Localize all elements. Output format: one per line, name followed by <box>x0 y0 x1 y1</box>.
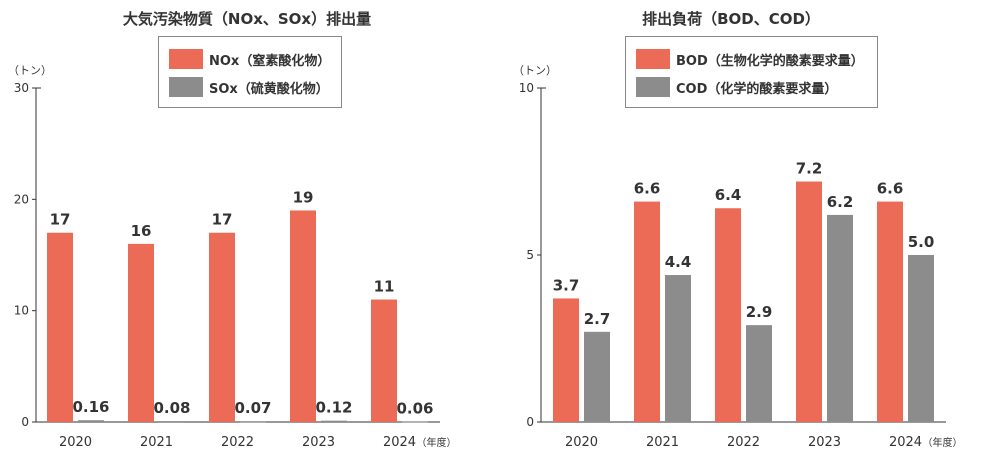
data-label: 7.2 <box>796 160 823 178</box>
legend-item-bod: BOD（生物化学的酸素要求量） <box>636 49 864 69</box>
x-tick-label: 2020 <box>565 435 598 450</box>
y-tick-label: 0 <box>21 415 29 429</box>
bar <box>796 181 822 422</box>
legend-swatch <box>636 77 670 97</box>
data-label: 17 <box>212 211 233 229</box>
bar <box>371 299 397 422</box>
data-label: 3.7 <box>553 276 580 294</box>
bar <box>877 201 903 422</box>
bar <box>402 421 428 423</box>
y-tick-label: 20 <box>14 192 29 206</box>
y-axis-unit: （トン） <box>513 64 557 77</box>
x-axis-unit: （年度） <box>923 436 963 449</box>
bar <box>665 275 691 422</box>
chart-title-water: 排出負荷（BOD、COD） <box>642 10 820 28</box>
y-tick-label: 5 <box>526 248 534 262</box>
data-label: 19 <box>293 188 314 206</box>
data-label: 5.0 <box>908 233 935 251</box>
data-label: 2.7 <box>584 310 611 328</box>
bar <box>634 201 660 422</box>
y-tick-label: 0 <box>526 415 534 429</box>
data-label: 6.4 <box>715 186 742 204</box>
bar <box>78 420 104 422</box>
legend-label: SOx（硫黄酸化物） <box>209 81 329 97</box>
bar <box>553 298 579 422</box>
x-tick-label: 2022 <box>221 435 254 450</box>
legend-item-sox: SOx（硫黄酸化物） <box>169 77 329 97</box>
bar <box>321 420 347 422</box>
legend-label: NOx（窒素酸化物） <box>209 53 331 69</box>
x-tick-label: 2021 <box>646 435 679 450</box>
bar <box>584 331 610 422</box>
x-tick-label: 2023 <box>808 435 841 450</box>
bar <box>908 255 934 422</box>
bar <box>240 421 266 423</box>
data-label: 16 <box>131 222 152 240</box>
y-tick-label: 30 <box>14 81 29 95</box>
x-tick-label: 2022 <box>727 435 760 450</box>
x-tick-label: 2021 <box>140 435 173 450</box>
data-label: 4.4 <box>665 253 692 271</box>
data-label: 0.08 <box>153 399 190 417</box>
data-label: 11 <box>374 278 395 296</box>
y-tick-label: 10 <box>519 81 534 95</box>
data-label: 6.6 <box>877 180 904 198</box>
chart-title-air: 大気汚染物質（NOx、SOx）排出量 <box>122 10 372 28</box>
legend-air: NOx（窒素酸化物） SOx（硫黄酸化物） <box>158 36 342 108</box>
data-label: 6.2 <box>827 193 854 211</box>
data-label: 0.06 <box>396 399 433 417</box>
data-label: 0.07 <box>234 399 271 417</box>
x-axis-unit: （年度） <box>417 436 457 449</box>
legend-swatch <box>636 49 670 69</box>
bar <box>827 214 853 422</box>
y-axis-unit: （トン） <box>8 64 52 77</box>
bar <box>47 232 73 422</box>
legend-item-cod: COD（化学的酸素要求量） <box>636 77 837 97</box>
x-tick-label: 2023 <box>302 435 335 450</box>
legend-label: COD（化学的酸素要求量） <box>676 81 838 97</box>
legend-label: BOD（生物化学的酸素要求量） <box>676 53 864 69</box>
bar <box>209 232 235 422</box>
bar <box>746 325 772 422</box>
bar <box>290 210 316 422</box>
x-tick-label: 2024 <box>383 435 416 450</box>
data-label: 2.9 <box>746 303 773 321</box>
data-label: 6.6 <box>634 180 661 198</box>
x-tick-label: 2020 <box>59 435 92 450</box>
data-label: 17 <box>50 211 71 229</box>
x-tick-label: 2024 <box>889 435 922 450</box>
legend-swatch <box>169 49 203 69</box>
bar <box>159 421 185 423</box>
legend-water: BOD（生物化学的酸素要求量） COD（化学的酸素要求量） <box>625 36 878 108</box>
bar <box>128 243 154 422</box>
bar <box>715 208 741 422</box>
data-label: 0.12 <box>315 399 352 417</box>
y-tick-label: 10 <box>14 304 29 318</box>
data-label: 0.16 <box>72 398 109 416</box>
legend-item-nox: NOx（窒素酸化物） <box>169 49 330 69</box>
legend-swatch <box>169 77 203 97</box>
